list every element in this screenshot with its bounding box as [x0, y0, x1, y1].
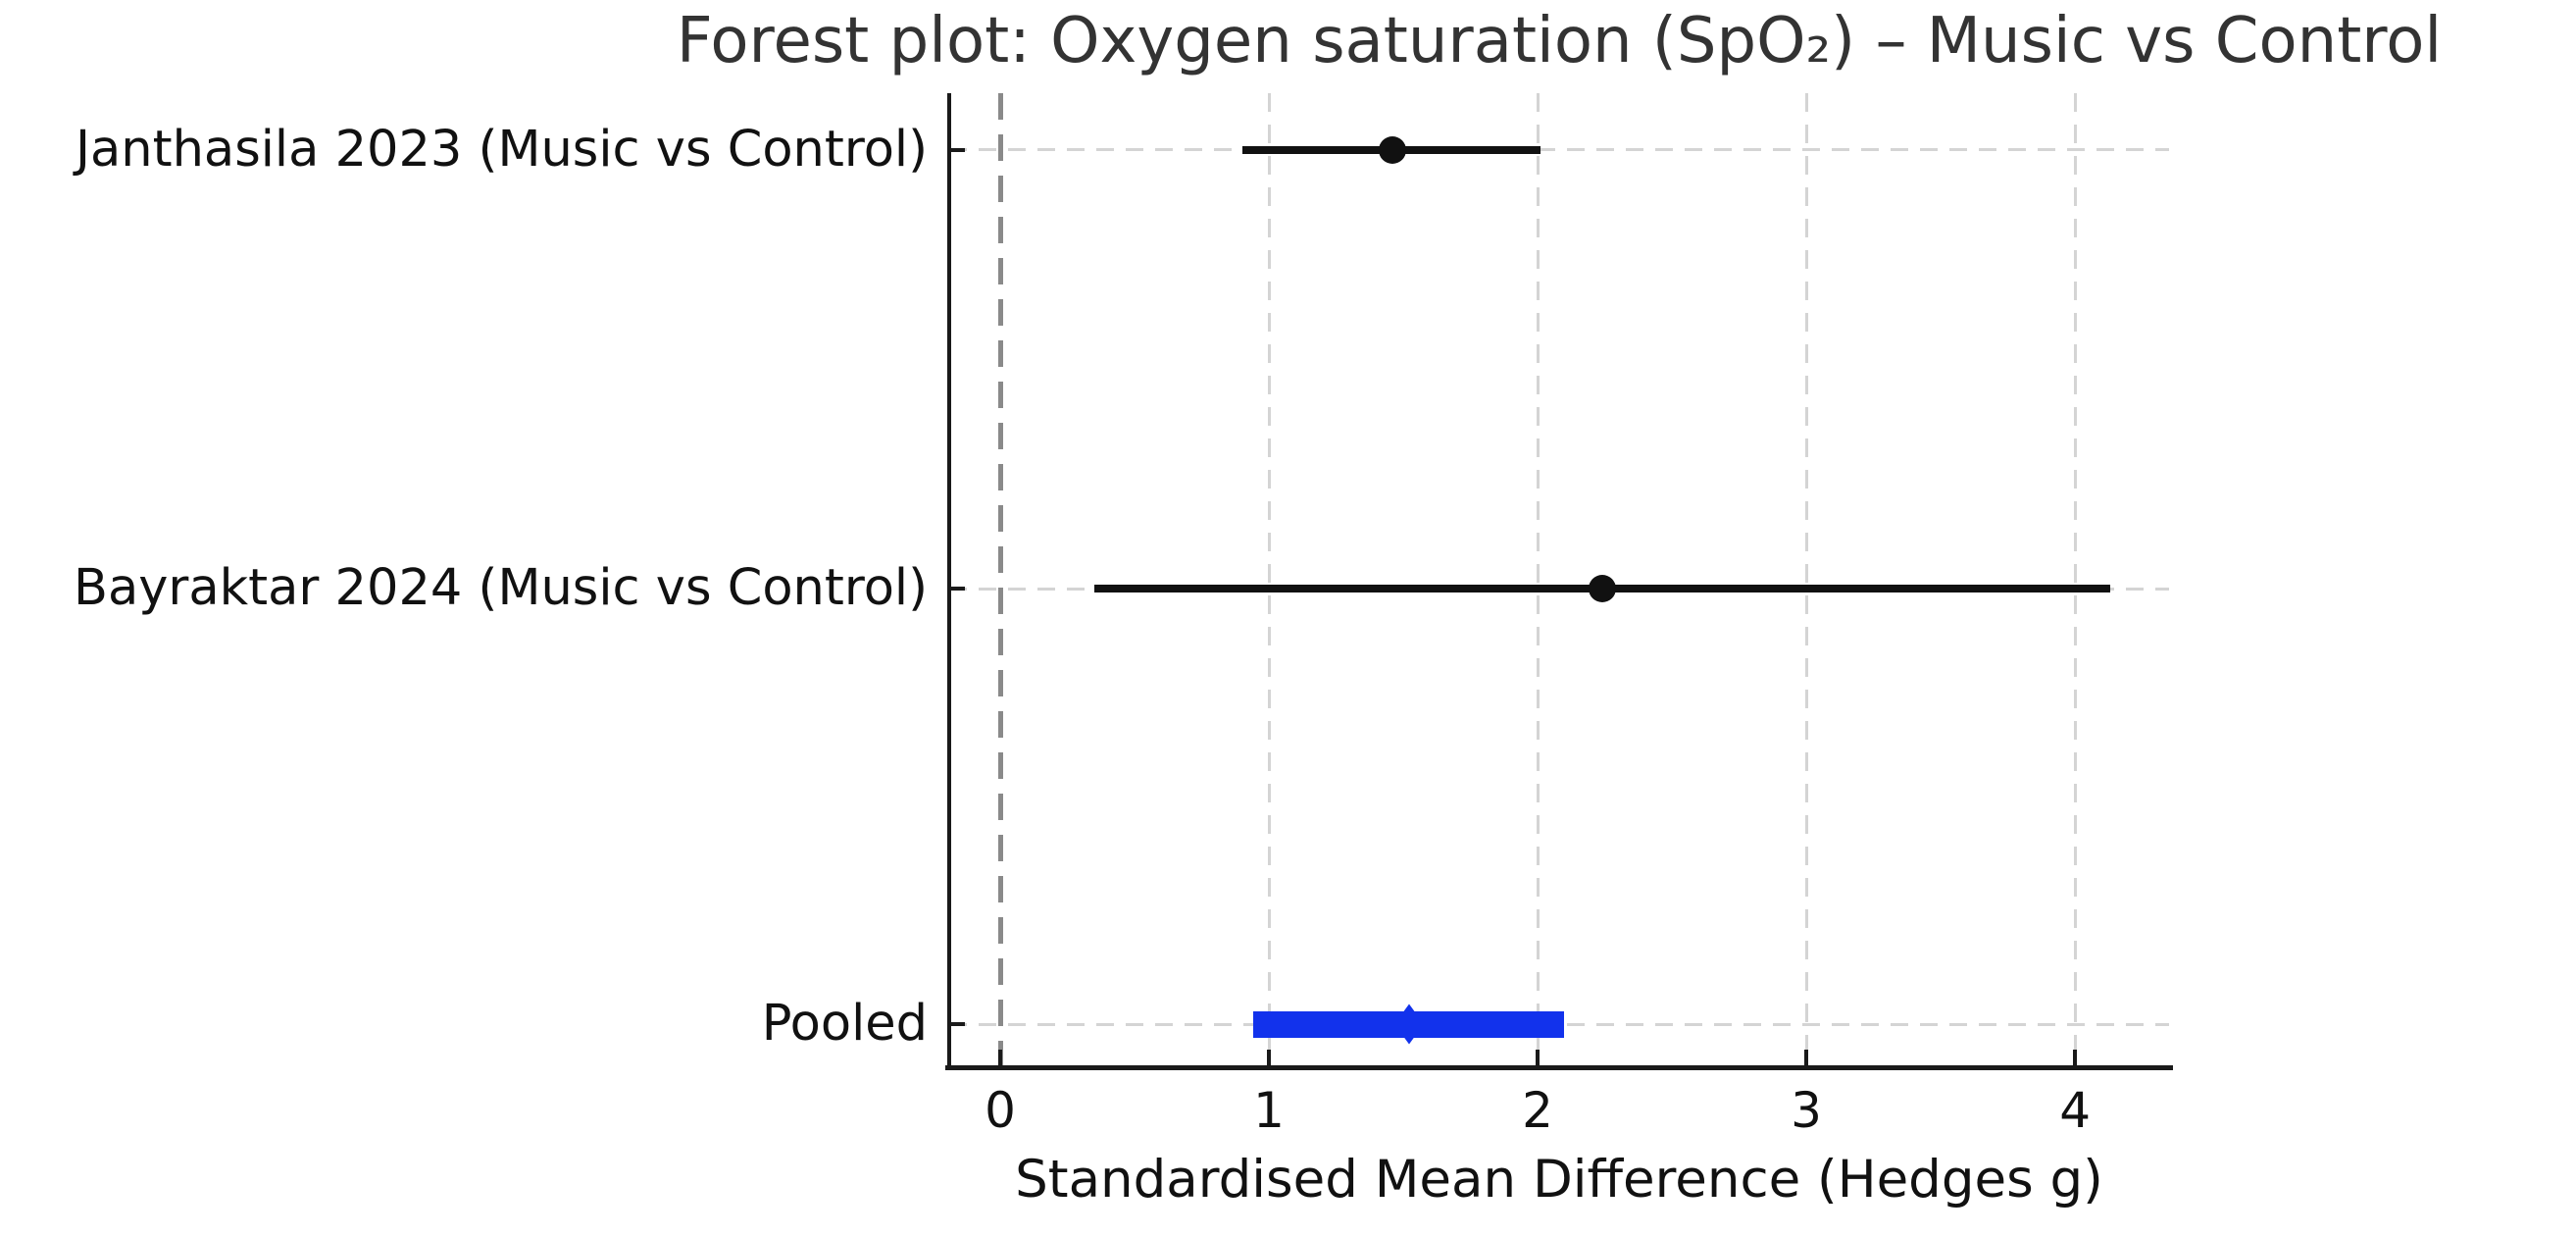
x-axis-label: Standardised Mean Difference (Hedges g): [1015, 1150, 2103, 1210]
chart-title: Forest plot: Oxygen saturation (SpO₂) – …: [676, 5, 2443, 77]
v-gridline: [1536, 93, 1540, 1067]
x-tick: [998, 1050, 1003, 1065]
point-estimate-marker: [1588, 575, 1616, 603]
plot-area: [945, 93, 2173, 1070]
x-tick-label: 2: [1522, 1082, 1553, 1139]
y-tick: [949, 587, 965, 592]
x-tick: [2073, 1050, 2078, 1065]
bottom-spine: [945, 1065, 2173, 1070]
y-tick: [949, 147, 965, 152]
x-tick-label: 4: [2059, 1082, 2091, 1139]
v-gridline: [2073, 93, 2077, 1067]
zero-line: [997, 93, 1003, 1067]
point-estimate-marker: [1379, 135, 1407, 164]
y-axis-label: Janthasila 2023 (Music vs Control): [76, 120, 928, 179]
y-axis-label: Bayraktar 2024 (Music vs Control): [73, 559, 928, 618]
x-tick-label: 1: [1253, 1082, 1285, 1139]
x-tick: [1804, 1050, 1809, 1065]
x-tick: [1267, 1050, 1272, 1065]
x-tick: [1536, 1050, 1541, 1065]
y-tick: [949, 1022, 965, 1026]
x-tick-label: 3: [1791, 1082, 1822, 1139]
v-gridline: [1804, 93, 1808, 1067]
v-gridline: [1267, 93, 1271, 1067]
left-spine: [947, 93, 951, 1070]
h-gridline: [949, 148, 2169, 152]
x-tick-label: 0: [985, 1082, 1016, 1139]
y-axis-label: Pooled: [761, 995, 928, 1053]
